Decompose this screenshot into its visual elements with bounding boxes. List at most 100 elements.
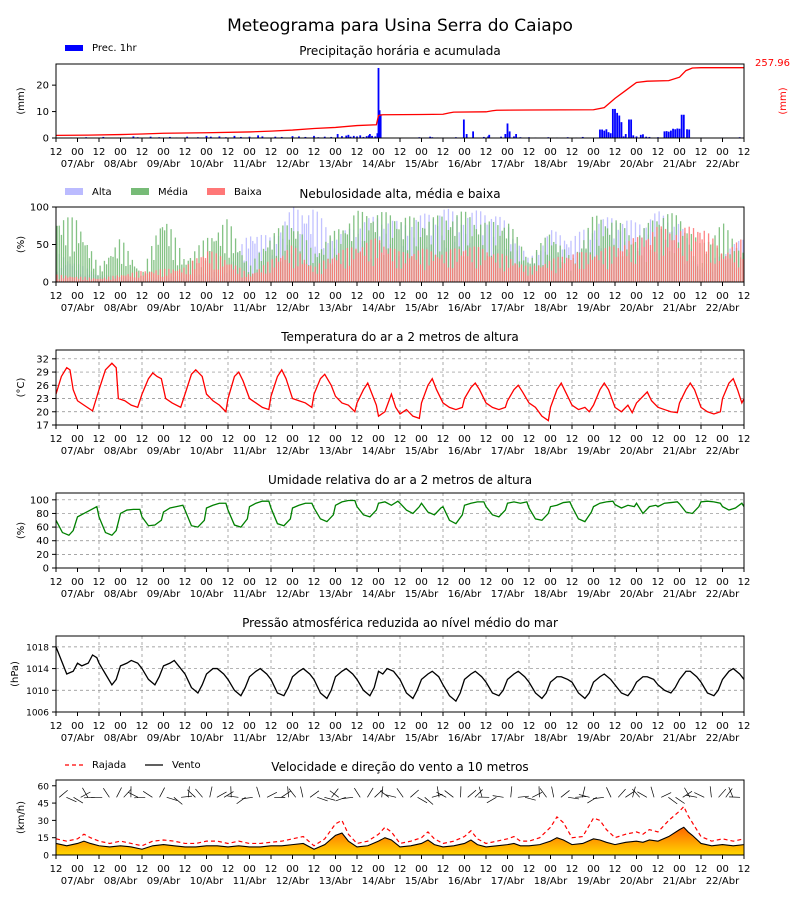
cloud-bar-Baixa [720, 253, 723, 282]
cloud-bar-Alta [280, 232, 282, 282]
cloud-bar-Média [340, 243, 342, 282]
x-hour-label: 12 [93, 577, 106, 588]
cloud-bar-Baixa [241, 277, 243, 282]
cloud-bar-Média [292, 231, 295, 282]
precip-bar [233, 135, 236, 138]
cloud-bar-Média [166, 223, 168, 282]
x-hour-label: 00 [415, 291, 428, 302]
wind-direction-arrow [324, 796, 336, 801]
x-hour-label: 12 [394, 721, 407, 732]
legend-label-1: Média [158, 186, 188, 198]
cloud-bar-Baixa [368, 261, 370, 282]
cloud-bar-Média [174, 237, 177, 282]
cloud-bar-Média [714, 235, 716, 282]
cloud-bar-Baixa [200, 257, 202, 282]
cloud-bar-Média [163, 230, 166, 282]
cloud-bar-Média [381, 212, 383, 282]
precip-bar [488, 134, 491, 138]
x-date-label: 12/Abr [276, 303, 310, 314]
wind-direction-arrow [625, 790, 635, 798]
cloud-bar-Baixa [692, 228, 695, 282]
x-hour-label: 00 [587, 577, 600, 588]
x-hour-label: 00 [286, 721, 299, 732]
precip-bar [429, 136, 431, 138]
cloud-bar-Baixa [499, 268, 501, 282]
cloud-bar-Baixa [284, 259, 286, 282]
x-hour-label: 00 [157, 291, 170, 302]
x-hour-label: 12 [695, 864, 708, 875]
cloud-bar-Média [615, 220, 617, 282]
cloud-bar-Baixa [682, 255, 684, 282]
cloud-bar-Baixa [84, 277, 86, 282]
cloud-bar-Média [159, 228, 161, 282]
y-tick-label: 10 [36, 107, 49, 118]
cloud-bar-Média [67, 217, 69, 282]
cloud-bar-Média [413, 217, 415, 282]
cloud-bar-Média [133, 266, 136, 282]
cloud-bar-Baixa [742, 259, 744, 282]
x-hour-label: 00 [415, 147, 428, 158]
cloud-bar-Baixa [710, 262, 712, 282]
cloud-bar-Baixa [660, 226, 662, 282]
wind-direction-arrow [492, 795, 504, 798]
cloud-bar-Baixa [77, 278, 80, 282]
wind-direction-arrow [385, 794, 397, 798]
cloud-bar-Baixa [131, 272, 134, 282]
x-date-label: 20/Abr [620, 589, 654, 600]
cloud-bar-Média [507, 223, 510, 282]
precip-bar [261, 136, 264, 138]
cloud-bar-Média [118, 239, 121, 282]
cloud-bar-Média [722, 223, 725, 282]
cloud-bar-Baixa [701, 239, 703, 282]
precip-bar [149, 136, 152, 138]
cloud-bar-Baixa [652, 232, 654, 282]
x-hour-label: 00 [415, 577, 428, 588]
cloud-bar-Baixa [252, 273, 254, 282]
x-date-label: 10/Abr [190, 876, 224, 887]
cloud-bar-Alta [434, 224, 437, 282]
cloud-bar-Baixa [320, 273, 323, 282]
cloud-bar-Média [282, 225, 284, 282]
cloud-bar-Baixa [738, 267, 740, 282]
cloud-bar-Baixa [505, 255, 508, 282]
cloud-bar-Média [58, 225, 60, 282]
wind-direction-arrow [354, 787, 361, 798]
precip-bar [672, 128, 674, 138]
precip-bar [345, 135, 348, 138]
x-hour-label: 12 [222, 864, 235, 875]
cloud-bar-Baixa [518, 267, 521, 282]
cloud-bar-Baixa [413, 253, 415, 282]
precip-bar [616, 112, 619, 138]
cloud-bar-Baixa [269, 272, 271, 282]
x-date-label: 17/Abr [491, 876, 525, 887]
x-hour-label: 00 [114, 721, 127, 732]
x-date-label: 08/Abr [104, 446, 138, 457]
y-tick-label: 29 [36, 368, 49, 379]
cloud-bar-Baixa [512, 265, 514, 282]
cloud-bar-Baixa [510, 258, 512, 282]
page-title: Meteograma para Usina Serra do Caiapo [227, 16, 573, 36]
cloud-bar-Baixa [454, 248, 456, 282]
cloud-bar-Baixa [684, 227, 686, 282]
cloud-bar-Baixa [176, 270, 179, 282]
cloud-bar-Média [464, 211, 467, 282]
x-hour-label: 12 [609, 721, 622, 732]
cloud-bar-Baixa [695, 241, 697, 282]
precip-bar [667, 131, 670, 138]
cloud-bar-Baixa [469, 247, 471, 282]
humidity-line [55, 499, 745, 537]
precip-bar [648, 136, 651, 138]
cloud-bar-Baixa [527, 275, 529, 282]
x-hour-label: 12 [93, 864, 106, 875]
x-date-label: 18/Abr [534, 876, 568, 887]
cloud-bar-Baixa [308, 266, 310, 282]
panel-title-temp: Temperatura do ar a 2 metros de altura [280, 330, 519, 344]
x-hour-label: 00 [372, 434, 385, 445]
wind-line [55, 826, 745, 850]
cloud-bar-Baixa [247, 274, 250, 282]
x-hour-label: 12 [695, 577, 708, 588]
x-date-label: 13/Abr [319, 446, 353, 457]
x-hour-label: 00 [243, 434, 256, 445]
x-date-label: 09/Abr [147, 589, 181, 600]
x-hour-label: 12 [351, 147, 364, 158]
